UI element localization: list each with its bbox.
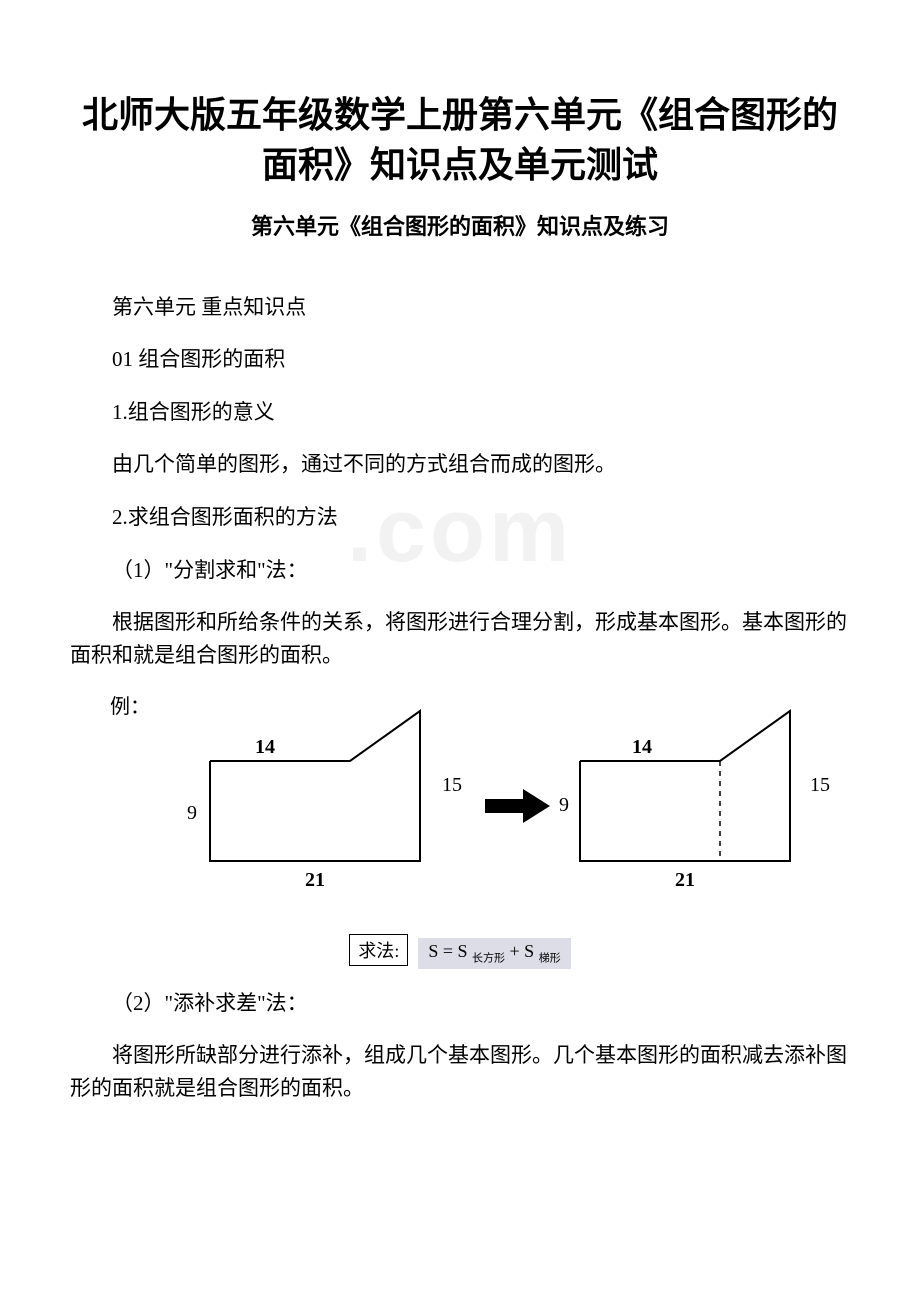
- label-left-right: 9: [559, 794, 569, 816]
- para-2-1-body: 根据图形和所给条件的关系，将图形进行合理分割，形成基本图形。基本图形的面积和就是…: [70, 606, 850, 671]
- para-section-01: 01 组合图形的面积: [70, 343, 850, 376]
- label-top-right: 14: [632, 736, 652, 758]
- left-shape: 14 9 15 21: [187, 711, 462, 891]
- example-diagram: 例： 14 9 15 21 14: [70, 691, 850, 969]
- split-method-diagram: 例： 14 9 15 21 14: [90, 691, 830, 921]
- right-shape: 14 9 15 21: [559, 711, 830, 891]
- arrow-icon: [485, 789, 550, 823]
- formula-row: 求法: S = S 长方形 + S 梯形: [70, 934, 850, 969]
- formula-label-box: 求法:: [349, 934, 408, 966]
- label-right-right: 15: [810, 774, 830, 796]
- label-bottom-left: 21: [305, 869, 325, 891]
- document-content: 北师大版五年级数学上册第六单元《组合图形的面积》知识点及单元测试 第六单元《组合…: [70, 90, 850, 1104]
- page-title: 北师大版五年级数学上册第六单元《组合图形的面积》知识点及单元测试: [70, 90, 850, 191]
- label-right-left: 15: [442, 774, 462, 796]
- label-top-left: 14: [255, 736, 275, 758]
- page-subtitle: 第六单元《组合图形的面积》知识点及练习: [70, 209, 850, 241]
- para-2-2-body: 将图形所缺部分进行添补，组成几个基本图形。几个基本图形的面积减去添补图形的面积就…: [70, 1039, 850, 1104]
- para-1-body: 由几个简单的图形，通过不同的方式组合而成的图形。: [70, 448, 850, 481]
- formula-text: S = S 长方形 + S 梯形: [418, 938, 570, 969]
- para-2-1-heading: （1）"分割求和"法：: [70, 554, 850, 587]
- para-2-2-heading: （2）"添补求差"法：: [70, 987, 850, 1020]
- para-2-heading: 2.求组合图形面积的方法: [70, 501, 850, 534]
- example-label: 例：: [110, 695, 150, 718]
- label-bottom-right: 21: [675, 869, 695, 891]
- para-unit-heading: 第六单元 重点知识点: [70, 291, 850, 324]
- label-left-left: 9: [187, 802, 197, 824]
- para-1-heading: 1.组合图形的意义: [70, 396, 850, 429]
